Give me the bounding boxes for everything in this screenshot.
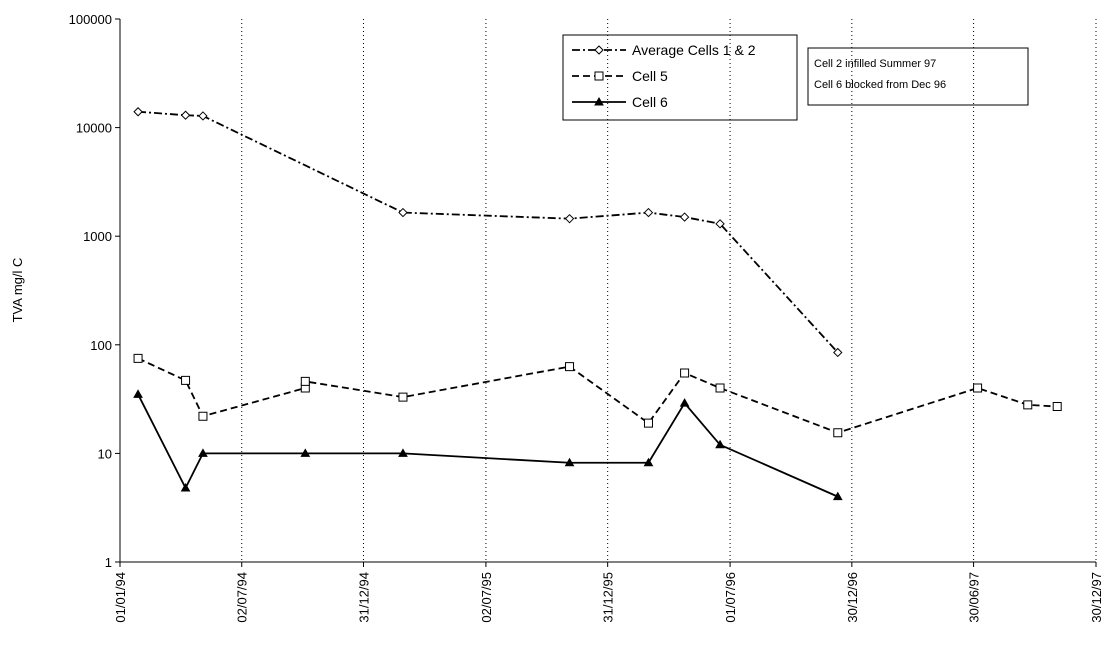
data-point xyxy=(300,376,310,386)
y-tick-label: 100 xyxy=(90,338,112,353)
legend-marker xyxy=(594,96,604,106)
series-line xyxy=(137,393,839,498)
data-point xyxy=(679,212,690,222)
data-point xyxy=(973,383,983,393)
data-point xyxy=(398,448,408,457)
x-tick-label: 31/12/94 xyxy=(356,572,371,623)
x-tick-label: 01/07/96 xyxy=(723,572,738,623)
data-point xyxy=(715,439,725,449)
legend-marker xyxy=(594,45,604,55)
legend-label: Cell 5 xyxy=(632,68,668,84)
legend-label: Cell 6 xyxy=(632,94,668,110)
data-point xyxy=(715,219,725,229)
y-tick-label: 10000 xyxy=(76,121,112,136)
y-tick-label: 10 xyxy=(98,446,112,461)
y-tick-label: 1 xyxy=(105,555,112,570)
data-point xyxy=(398,207,408,218)
legend-marker xyxy=(594,71,604,81)
data-point xyxy=(180,110,191,120)
annotation-box xyxy=(807,47,1029,106)
data-point xyxy=(133,107,143,117)
data-point xyxy=(679,398,690,407)
data-point xyxy=(1052,402,1062,412)
series-line xyxy=(137,110,839,354)
data-point xyxy=(680,368,690,378)
data-point xyxy=(198,111,208,121)
annotation: Cell 2 infilled Summer 97 xyxy=(814,58,936,70)
data-point xyxy=(564,213,575,224)
data-point xyxy=(643,418,653,428)
data-point xyxy=(832,491,843,501)
data-point xyxy=(564,457,575,467)
y-tick-label: 100000 xyxy=(69,12,112,27)
x-tick-label: 02/07/95 xyxy=(479,572,494,623)
data-point xyxy=(643,457,654,467)
y-axis-label: TVA mg/l C xyxy=(10,258,25,323)
data-point xyxy=(715,383,725,393)
legend-label: Average Cells 1 & 2 xyxy=(632,42,756,58)
data-point xyxy=(833,347,843,358)
x-tick-label: 02/07/94 xyxy=(235,572,250,623)
x-tick-label: 30/12/96 xyxy=(845,572,860,623)
x-tick-label: 30/12/97 xyxy=(1089,572,1104,623)
data-point xyxy=(1023,400,1033,410)
x-tick-label: 30/06/97 xyxy=(967,572,982,623)
y-tick-label: 1000 xyxy=(83,229,112,244)
data-point xyxy=(181,375,191,385)
x-tick-label: 01/01/94 xyxy=(113,572,128,623)
data-point xyxy=(833,428,843,438)
data-point xyxy=(180,483,191,492)
data-point xyxy=(398,392,408,402)
data-point xyxy=(133,389,143,398)
data-point xyxy=(133,353,143,363)
annotation: Cell 6 blocked from Dec 96 xyxy=(814,79,946,91)
data-point xyxy=(643,207,654,218)
x-tick-label: 31/12/95 xyxy=(601,572,616,623)
data-point xyxy=(300,448,311,457)
data-point xyxy=(198,448,208,457)
data-point xyxy=(198,411,208,421)
series-line xyxy=(137,357,1058,434)
data-point xyxy=(565,362,575,372)
